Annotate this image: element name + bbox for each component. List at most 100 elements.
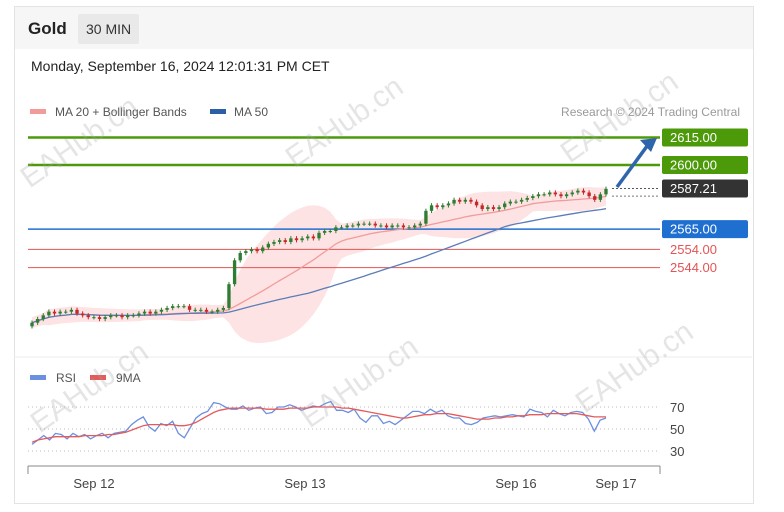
legend-swatch-rsi-ma [90,375,106,380]
legend-label-rsi: RSI [56,371,76,385]
candle [379,225,383,227]
candle [69,309,74,312]
candle [424,210,428,224]
candle [277,240,282,242]
legend-label-ma50: MA 50 [234,105,268,119]
candle [564,194,569,197]
candle [159,309,164,312]
candle [221,308,226,310]
candle [598,194,603,200]
candle [514,201,518,203]
timestamp: Monday, September 16, 2024 12:01:31 PM C… [31,58,330,74]
candle [311,236,316,239]
timeframe-tab[interactable]: 30 MIN [78,14,140,44]
candle [216,309,220,312]
candle [593,196,597,200]
candle [35,319,40,323]
candle [570,192,574,195]
level-tag-resistance [662,156,748,174]
candle [187,306,192,310]
candle [80,313,85,316]
candle [441,205,445,208]
candle [97,317,102,319]
candle [266,243,271,248]
candle [503,203,507,208]
legend-swatch-ma20 [30,109,46,114]
candle [390,225,394,228]
x-tick-label: Sep 12 [73,476,114,491]
candle [519,199,524,202]
candle [339,227,344,229]
candle [86,315,90,318]
candle [47,311,51,316]
chart-header: Gold 30 MIN [15,7,753,49]
x-tick-label: Sep 13 [284,476,325,491]
candle [232,260,237,285]
candle [283,240,287,242]
candle [452,199,456,204]
candle [401,225,406,228]
rsi-tick-label: 30 [670,444,684,459]
candle [165,308,169,310]
candle [261,247,265,252]
candle [508,201,513,204]
candle [407,227,411,229]
candle [120,315,124,318]
candle [103,317,107,319]
candle [373,223,377,226]
candle [497,207,501,209]
candle [491,207,496,209]
candle [356,223,361,226]
candle [52,311,57,314]
rsi-tick-label: 50 [670,422,684,437]
candle [41,315,45,319]
candle [328,231,332,232]
candle [553,192,558,195]
candle [176,306,180,308]
legend-label-rsi-ma: 9MA [116,371,141,385]
candle [137,313,141,316]
legend-label-ma20: MA 20 + Bollinger Bands [55,105,187,119]
candle [300,238,304,241]
candle [587,192,591,197]
rsi-tick-label: 70 [670,400,684,415]
candle [446,203,451,206]
candle [125,315,130,318]
candle [536,194,541,197]
candle [480,205,484,209]
candle [469,199,473,202]
candle [210,311,214,313]
candle [525,198,529,200]
candle [334,227,338,231]
candle [92,317,96,319]
forecast-arrow [615,143,650,189]
level-tag-pivot [662,220,748,239]
candle [294,238,299,241]
candle [238,253,242,261]
candle [317,232,321,239]
candle [548,192,552,195]
attribution: Research © 2024 Trading Central [561,105,740,119]
level-label: 2544.00 [670,260,717,275]
candle [474,201,479,206]
candle [418,223,422,226]
candle [429,205,434,211]
candle [249,249,254,252]
watermark-text: EAHub.cn [280,70,410,175]
level-label: 2565.00 [670,222,717,237]
candle [30,322,34,327]
candle [131,315,135,317]
candle [559,194,563,197]
candle [531,196,535,198]
candle [412,225,417,228]
candle [351,225,355,227]
candle [322,231,327,233]
candle [109,315,113,318]
candle [396,225,400,227]
candle [199,309,203,311]
candle [142,311,147,314]
level-tag-last [662,179,748,198]
legend-swatch-ma50 [210,109,226,114]
candle [75,309,79,314]
